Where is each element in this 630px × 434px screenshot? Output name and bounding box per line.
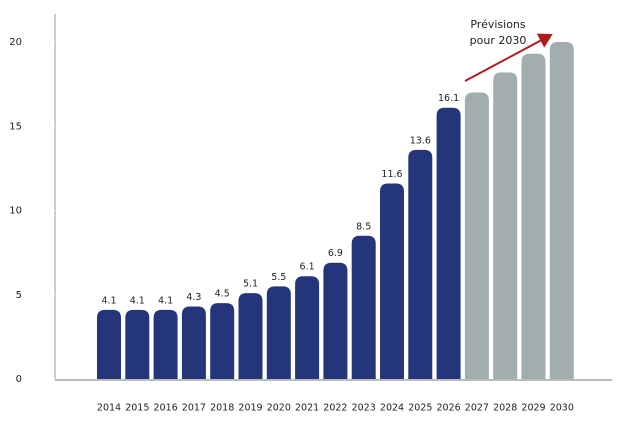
x-tick-label: 2027 [465, 403, 489, 414]
x-tick-label: 2028 [493, 403, 517, 414]
data-label: 16.1 [438, 93, 459, 104]
bar [181, 306, 206, 379]
data-label: 5.5 [271, 272, 286, 283]
x-tick-label: 2026 [437, 403, 461, 414]
x-tick-label: 2018 [210, 403, 234, 414]
bar [238, 293, 263, 379]
y-tick-label: 5 [16, 290, 22, 301]
data-label: 4.5 [215, 289, 230, 300]
x-tick-label: 2014 [97, 403, 121, 414]
x-tick-label: 2023 [352, 403, 376, 414]
x-tick-label: 2029 [521, 403, 545, 414]
bar [125, 309, 150, 379]
y-tick-label: 15 [9, 121, 22, 132]
annotation-arrow [464, 33, 553, 82]
data-label: 4.1 [158, 295, 173, 306]
data-label: 4.3 [186, 292, 201, 303]
bar [464, 92, 489, 380]
data-label: 6.9 [328, 248, 343, 259]
bar [295, 276, 320, 379]
data-label: 13.6 [410, 135, 431, 146]
x-tick-label: 2015 [125, 403, 149, 414]
x-tick-label: 2024 [380, 403, 404, 414]
x-tick-label: 2022 [323, 403, 347, 414]
bar [323, 262, 348, 379]
bar [436, 107, 461, 379]
x-tick-label: 2020 [267, 403, 291, 414]
x-tick-label: 2019 [238, 403, 262, 414]
data-label: 11.6 [381, 169, 402, 180]
bar [493, 72, 518, 379]
y-tick-label: 0 [16, 374, 22, 385]
x-tick-label: 2016 [154, 403, 178, 414]
x-tick-label: 2025 [408, 403, 432, 414]
bar [351, 235, 376, 379]
bar [210, 303, 235, 379]
bar [97, 309, 121, 379]
annotation: pour 2030 [470, 34, 527, 47]
data-label: 6.1 [300, 262, 315, 273]
bar [408, 149, 433, 379]
data-label: 4.1 [130, 295, 145, 306]
y-tick-label: 20 [9, 37, 22, 48]
data-label: 5.1 [243, 279, 258, 290]
x-tick-label: 2030 [550, 403, 574, 414]
x-tick-label: 2017 [182, 403, 206, 414]
bar [266, 286, 291, 379]
bar [549, 42, 574, 379]
bar [380, 183, 404, 379]
data-label: 8.5 [356, 221, 371, 232]
annotation: Prévisions [470, 18, 526, 31]
x-tick-label: 2021 [295, 403, 319, 414]
bar [153, 309, 178, 379]
data-label: 4.1 [101, 295, 116, 306]
y-tick-label: 10 [9, 206, 22, 217]
bar [521, 53, 546, 380]
